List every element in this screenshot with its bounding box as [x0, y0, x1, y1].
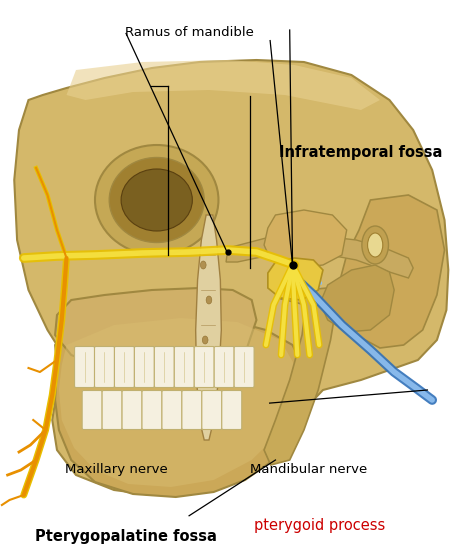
Text: Pterygopalatine fossa: Pterygopalatine fossa [35, 529, 217, 544]
Polygon shape [66, 60, 380, 110]
Ellipse shape [206, 296, 212, 304]
FancyBboxPatch shape [82, 390, 102, 429]
Ellipse shape [367, 233, 383, 257]
Ellipse shape [109, 157, 204, 242]
Text: Mandibular nerve: Mandibular nerve [250, 463, 367, 476]
Ellipse shape [201, 261, 206, 269]
FancyBboxPatch shape [234, 346, 254, 388]
FancyBboxPatch shape [142, 390, 162, 429]
FancyBboxPatch shape [135, 346, 155, 388]
Ellipse shape [202, 336, 208, 344]
Polygon shape [340, 195, 445, 348]
Polygon shape [268, 258, 323, 300]
Polygon shape [320, 265, 394, 332]
Polygon shape [59, 318, 296, 487]
Text: Infratemporal fossa: Infratemporal fossa [279, 146, 443, 160]
FancyBboxPatch shape [194, 346, 214, 388]
FancyBboxPatch shape [122, 390, 142, 429]
Polygon shape [55, 315, 304, 497]
FancyBboxPatch shape [222, 390, 242, 429]
Polygon shape [264, 210, 346, 268]
Ellipse shape [95, 145, 219, 255]
Ellipse shape [208, 371, 214, 379]
Text: pterygoid process: pterygoid process [255, 518, 386, 533]
Polygon shape [226, 235, 413, 278]
Polygon shape [55, 288, 256, 373]
FancyBboxPatch shape [214, 346, 234, 388]
FancyBboxPatch shape [102, 390, 122, 429]
Ellipse shape [362, 226, 389, 264]
Text: Ramus of mandible: Ramus of mandible [125, 26, 254, 39]
Polygon shape [14, 60, 448, 495]
FancyBboxPatch shape [202, 390, 222, 429]
Polygon shape [264, 288, 337, 465]
FancyBboxPatch shape [94, 346, 114, 388]
FancyBboxPatch shape [155, 346, 174, 388]
Text: Maxillary nerve: Maxillary nerve [65, 463, 168, 476]
FancyBboxPatch shape [74, 346, 94, 388]
FancyBboxPatch shape [114, 346, 135, 388]
Polygon shape [196, 215, 221, 440]
Ellipse shape [121, 169, 192, 231]
FancyBboxPatch shape [182, 390, 202, 429]
FancyBboxPatch shape [162, 390, 182, 429]
FancyBboxPatch shape [174, 346, 194, 388]
